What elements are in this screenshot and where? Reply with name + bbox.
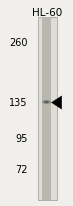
Bar xyxy=(42,18,51,200)
Text: 95: 95 xyxy=(15,133,28,143)
Text: 135: 135 xyxy=(9,98,28,108)
Text: 72: 72 xyxy=(15,164,28,174)
Polygon shape xyxy=(51,96,62,110)
Bar xyxy=(38,18,57,200)
Text: HL-60: HL-60 xyxy=(32,8,62,18)
Text: 260: 260 xyxy=(9,38,28,48)
